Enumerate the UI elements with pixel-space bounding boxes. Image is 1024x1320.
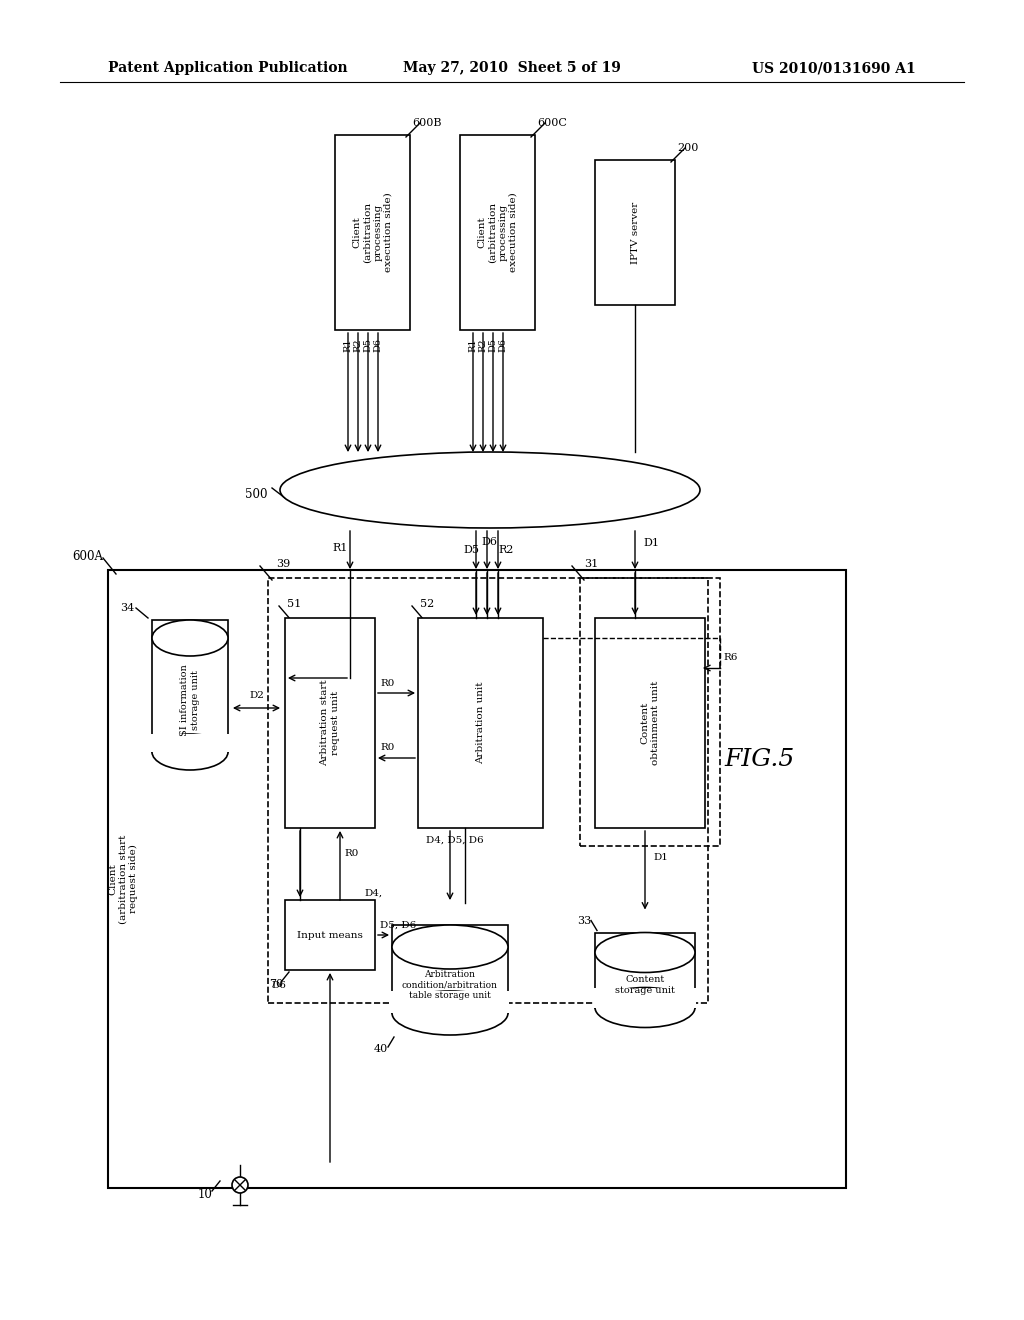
Bar: [392, 925, 508, 1012]
Bar: [335, 135, 410, 330]
Ellipse shape: [152, 620, 228, 656]
Text: 40: 40: [374, 1044, 388, 1053]
Text: May 27, 2010  Sheet 5 of 19: May 27, 2010 Sheet 5 of 19: [403, 61, 621, 75]
Text: Arbitration
condition/arbitration
table storage unit: Arbitration condition/arbitration table …: [402, 970, 498, 1001]
Ellipse shape: [392, 925, 508, 969]
Bar: [108, 570, 846, 1188]
Text: Input means: Input means: [297, 931, 362, 940]
Bar: [595, 932, 695, 1007]
Text: Client
(arbitration
processing
execution side): Client (arbitration processing execution…: [352, 193, 392, 272]
Text: D5, D6: D5, D6: [380, 920, 416, 929]
Text: D6: D6: [374, 338, 383, 352]
Text: R0: R0: [344, 849, 358, 858]
Bar: [268, 578, 708, 1003]
Bar: [418, 618, 543, 828]
Text: SI information
storage unit: SI information storage unit: [180, 664, 200, 735]
Bar: [580, 578, 720, 846]
Text: R1: R1: [343, 338, 352, 352]
Bar: [391, 991, 509, 1012]
Text: D5: D5: [463, 545, 479, 554]
Bar: [285, 618, 375, 828]
Text: Client
(arbitration start
request side): Client (arbitration start request side): [108, 834, 138, 924]
Text: D6: D6: [481, 537, 497, 546]
Bar: [595, 618, 705, 828]
Text: Content
obtainment unit: Content obtainment unit: [640, 681, 659, 766]
Text: US 2010/0131690 A1: US 2010/0131690 A1: [753, 61, 916, 75]
Text: R0: R0: [380, 678, 394, 688]
Text: 70: 70: [269, 979, 283, 989]
Text: D4, D5, D6: D4, D5, D6: [426, 836, 483, 845]
Text: 34: 34: [120, 603, 134, 612]
Text: D6: D6: [271, 981, 286, 990]
Text: R2: R2: [499, 545, 514, 554]
Text: D1: D1: [643, 539, 659, 548]
Text: D5: D5: [364, 338, 373, 352]
Text: R1: R1: [469, 338, 477, 352]
Text: Content
storage unit: Content storage unit: [615, 975, 675, 995]
Text: 33: 33: [577, 916, 591, 925]
Text: Arbitration unit: Arbitration unit: [476, 681, 485, 764]
Text: R2: R2: [353, 338, 362, 352]
Bar: [595, 160, 675, 305]
Text: 600B: 600B: [412, 117, 441, 128]
Ellipse shape: [280, 451, 700, 528]
Bar: [152, 620, 228, 752]
Text: Patent Application Publication: Patent Application Publication: [108, 61, 347, 75]
Text: R0: R0: [380, 743, 394, 752]
Text: D4,: D4,: [364, 888, 382, 898]
Text: D1: D1: [653, 854, 668, 862]
Text: 500: 500: [246, 488, 268, 502]
Text: Arbitration start
request unit: Arbitration start request unit: [321, 680, 340, 767]
Text: IPTV server: IPTV server: [631, 202, 640, 264]
Text: Client
(arbitration
processing
execution side): Client (arbitration processing execution…: [477, 193, 517, 272]
Bar: [285, 900, 375, 970]
Text: D6: D6: [499, 338, 508, 352]
Text: D2: D2: [249, 692, 264, 701]
Text: 200: 200: [677, 143, 698, 153]
Text: 600C: 600C: [537, 117, 567, 128]
Text: 52: 52: [420, 599, 434, 609]
Circle shape: [232, 1177, 248, 1193]
Text: 31: 31: [584, 558, 598, 569]
Text: 39: 39: [276, 558, 290, 569]
Text: R1: R1: [333, 543, 348, 553]
Text: 51: 51: [287, 599, 301, 609]
Text: FIG.5: FIG.5: [725, 748, 795, 771]
Text: 10: 10: [198, 1188, 212, 1201]
Ellipse shape: [595, 932, 695, 973]
Bar: [460, 135, 535, 330]
Text: 600A: 600A: [72, 549, 103, 562]
Text: R2: R2: [478, 338, 487, 352]
Bar: [594, 987, 696, 1007]
Bar: [151, 734, 229, 752]
Text: D5: D5: [488, 338, 498, 352]
Ellipse shape: [152, 734, 228, 770]
Text: R6: R6: [723, 653, 737, 663]
Ellipse shape: [392, 991, 508, 1035]
Ellipse shape: [595, 987, 695, 1027]
